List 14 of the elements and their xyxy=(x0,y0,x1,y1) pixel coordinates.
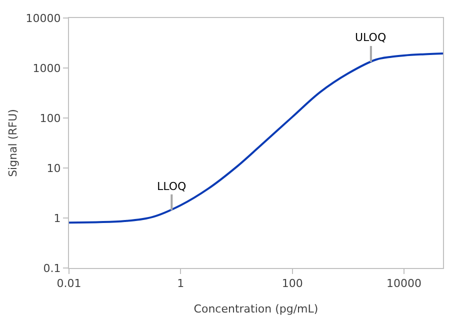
y-tick-label: 10 xyxy=(46,162,61,175)
y-tick-label: 100 xyxy=(40,112,61,125)
x-tick-label: 1 xyxy=(177,277,184,290)
y-axis-title: Signal (RFU) xyxy=(6,109,20,177)
y-tick-label: 1000 xyxy=(32,62,61,75)
x-tick-label: 10000 xyxy=(386,277,422,290)
annotation: LLOQ xyxy=(157,180,187,193)
y-tick-label: 0.1 xyxy=(43,262,61,275)
annotation: ULOQ xyxy=(355,31,386,44)
y-tick-label: 1 xyxy=(54,212,61,225)
x-tick-label: 0.01 xyxy=(56,277,82,290)
y-tick-label: 10000 xyxy=(26,12,61,25)
x-tick-label: 100 xyxy=(282,277,303,290)
x-axis-title: Concentration (pg/mL) xyxy=(194,302,318,316)
